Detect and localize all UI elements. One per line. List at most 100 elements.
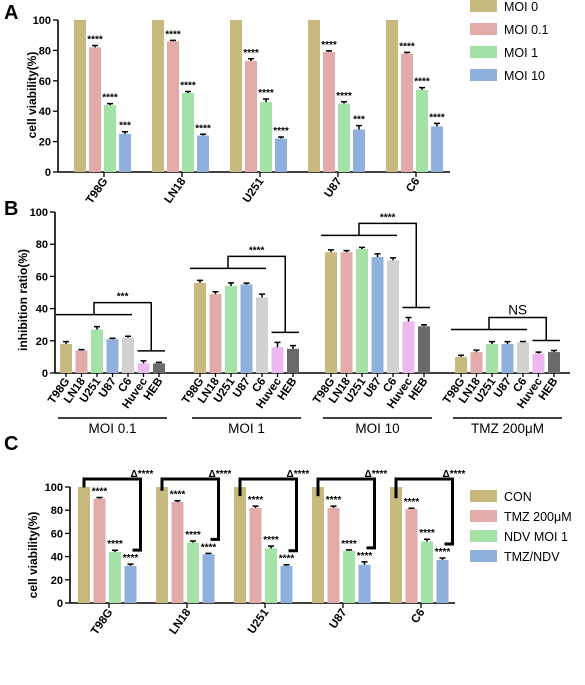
panel-c-bar [280,565,293,603]
panel-b-error-bar [458,354,464,357]
panel-a-legend-label: MOI 1 [504,46,538,60]
panel-c-significance-label: **** [185,530,201,541]
panel-a-bar [260,102,272,172]
panel-a-error-bar [341,101,347,104]
panel-c-comparison-bracket [394,477,454,546]
panel-label-a: A [4,2,18,24]
panel-c-y-tick-label: 100 [45,482,63,494]
panel-c-y-tick-label: 20 [51,575,63,587]
panel-b-bar [137,363,150,373]
panel-c-bar [234,487,246,603]
panel-a-bar [197,135,209,172]
panel-b-error-bar [374,253,381,258]
panel-a-significance-label: **** [399,41,415,52]
panel-b-bar [517,342,529,373]
panel-b-error-bar [63,340,69,345]
panel-c-y-tick-label: 0 [57,598,63,610]
panel-a-bar [353,129,365,172]
panel-a-error-bar [200,133,206,136]
panel-c-error-bar [174,499,181,503]
panel-b-error-bar [504,340,511,345]
panel-b-error-bar [228,282,234,287]
panel-b-error-bar [390,257,396,261]
panel-b-bracket-significance: **** [380,212,396,223]
panel-c-legend-label: TMZ/NDV [504,550,560,564]
panel-c-bar [265,548,277,603]
panel-c-category-label: T98G [89,607,115,637]
panel-c-bar [249,507,262,603]
panel-a-error-bar [107,102,113,106]
panel-c-error-bar [408,507,415,510]
panel-b-group-label: MOI 10 [355,421,399,436]
panel-c-bar [124,565,137,603]
panel-b-bar [153,363,165,373]
panel-c-error-bar [283,563,290,566]
panel-b-bar [371,257,384,373]
panel-a-y-tick-label: 60 [39,76,51,88]
panel-b-error-bar [520,340,526,343]
panel-a-bar [230,20,242,172]
panel-c-bar [156,487,168,603]
panel-b-y-axis-label: inhibition ratio(%) [16,249,30,351]
panel-b-error-bar [140,360,147,364]
panel-a-bar [386,20,398,172]
panel-b-bar [455,356,467,373]
panel-a-error-bar [248,58,254,62]
panel-b-error-bar [212,290,219,295]
panel-a-bar [119,134,131,172]
panel-b-bar [402,321,415,373]
panel-c-error-bar [424,538,430,542]
panel-b-error-bar [343,249,350,253]
panel-c-error-bar [330,505,337,508]
panel-b-bar [470,352,483,373]
panel-c-legend-swatch [470,510,497,522]
panel-a-bar [74,20,86,172]
panel-a-y-tick-label: 100 [33,15,51,27]
panel-b-bar [418,326,430,373]
panel-b-error-bar [421,323,427,327]
panel-b-bar [387,260,399,373]
panel-a-significance-label: **** [243,48,259,59]
panel-b-bar [194,282,206,373]
panel-a-y-tick-label: 20 [39,137,51,149]
panel-b-error-bar [489,340,495,345]
panel-a-significance-label: **** [165,29,181,40]
panel-c-comparison-bracket [160,477,220,541]
panel-a-legend-label: MOI 10 [504,69,545,83]
panel-c-error-bar [252,505,259,508]
panel-c-category-label: C6 [409,607,427,626]
panel-a-significance-label: *** [353,115,365,126]
panel-a-error-bar [170,39,176,42]
panel-c-significance-label: **** [201,542,217,553]
panel-b-y-tick-label: 100 [30,207,48,219]
panel-b-error-bar [109,337,116,340]
panel-c-bar [421,541,433,603]
panel-a-error-bar [185,90,191,93]
panel-a-bar [323,51,335,172]
panel-a-error-bar [404,51,410,54]
panel-a-legend-swatch [470,0,497,12]
panel-c-y-tick-label: 60 [51,528,63,540]
panel-b-bar [340,252,353,373]
panel-a-error-bar [356,124,362,130]
panel-b-error-bar [243,282,250,285]
panel-b-bar [60,344,72,373]
panel-c-bar [171,502,184,603]
panel-c-bar [312,487,324,603]
panel-b-y-tick-label: 40 [36,304,48,316]
panel-b-y-tick-label: 0 [42,368,48,380]
panel-c-significance-label: **** [404,497,420,508]
panel-a-legend-label: MOI 0.1 [504,23,549,37]
panel-b-bar [209,294,222,373]
panel-c-bar [93,498,106,603]
panel-c-error-bar [112,549,118,552]
panel-c-significance-label: **** [326,495,342,506]
panel-b-error-bar [535,351,542,354]
panel-b-error-bar [274,341,281,348]
panel-c-error-bar [268,545,274,549]
panel-a-category-label: LN18 [162,175,188,205]
panel-b-error-bar [259,293,265,298]
panel-b-bar [271,347,284,373]
panel-b-bar [486,344,498,373]
